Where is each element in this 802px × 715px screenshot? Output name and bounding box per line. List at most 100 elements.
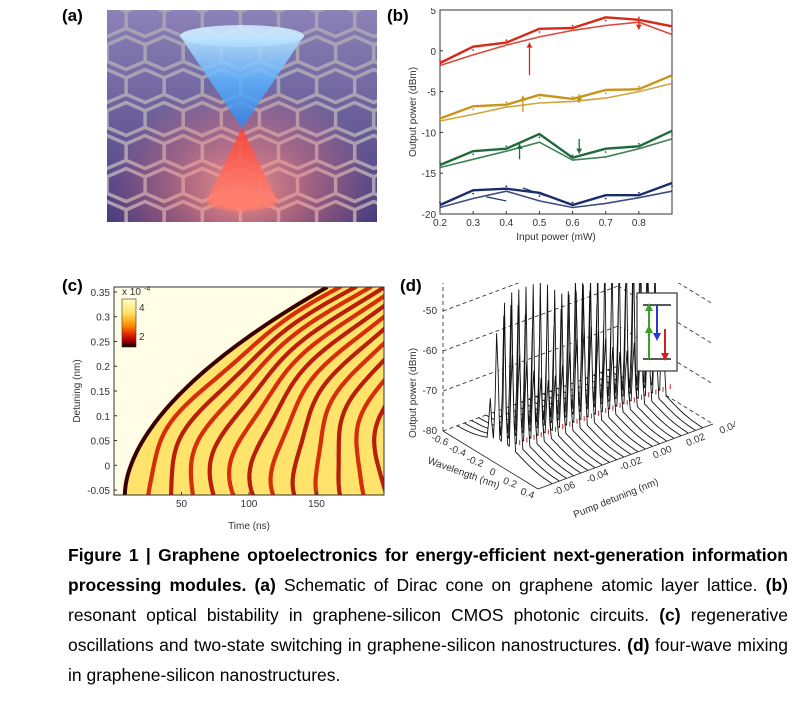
hysteresis-arrowhead-3 bbox=[519, 95, 526, 101]
heatmap-stripe-2 bbox=[169, 287, 358, 495]
heatmap-edge bbox=[122, 287, 329, 495]
bistability-chart: 0.2 0.3 0.4 0.5 0.6 0.7 0.8 5 0 -5 -10 -15 -20 Inpu… bbox=[408, 6, 673, 243]
heatmap-stripe-1 bbox=[146, 287, 343, 495]
x-tick-0.2: 0.2 bbox=[501, 476, 518, 491]
series-3-down-sweep bbox=[439, 138, 673, 169]
z-axis-label: Output power (dBm) bbox=[408, 348, 419, 438]
y-tick-0.00: 0.00 bbox=[652, 444, 675, 462]
y-tick--20: -20 bbox=[422, 210, 437, 221]
heatmap-stripes bbox=[146, 287, 384, 495]
x-tick--0.2: -0.2 bbox=[465, 454, 485, 470]
y-tick-0: 0 bbox=[104, 461, 110, 472]
series-1-down-sweep bbox=[439, 21, 673, 67]
colorbar bbox=[121, 298, 137, 348]
hysteresis-arrowhead-4 bbox=[576, 98, 583, 104]
y-tick-0.25: 0.25 bbox=[91, 337, 111, 348]
series-3-point-8 bbox=[671, 133, 673, 135]
x-tick-0.3: 0.3 bbox=[466, 218, 480, 229]
series-1-point-8 bbox=[671, 28, 673, 31]
x-tick-0.2: 0.2 bbox=[433, 218, 447, 229]
series-4-point-4 bbox=[538, 195, 541, 197]
panel-c-label: (c) bbox=[62, 276, 83, 295]
caption-d-label: (d) bbox=[627, 635, 650, 655]
series-1-point-6 bbox=[604, 19, 607, 22]
series-3-point-2 bbox=[472, 153, 475, 156]
panel-c-figure: x 10 -4 4 2 50 100 150 0.35 0.3 0.25 0.2 0.15 0… bbox=[70, 285, 390, 540]
caption-b-label: (b) bbox=[765, 575, 789, 595]
hysteresis-arrowhead-2 bbox=[635, 24, 642, 30]
z-tick--80: -80 bbox=[423, 426, 438, 437]
heatmap-stripe-8 bbox=[290, 326, 384, 495]
y-axis-label: Detuning (nm) bbox=[72, 359, 83, 422]
caption-title: Figure 1 | Graphene optoelectronics for … bbox=[68, 545, 788, 595]
heatmap-stripe-12 bbox=[372, 404, 384, 494]
grid-line-left--60 bbox=[442, 285, 619, 352]
series-2-point-3 bbox=[505, 101, 508, 104]
series-3-point-1 bbox=[439, 161, 441, 164]
panel-d-figure: -40-50-60-70-80 -0.6-0.4-0.200.20.4 0.04… bbox=[405, 205, 741, 543]
dirac-cone-illustration bbox=[48, 0, 490, 336]
lower-dirac-cone bbox=[207, 128, 277, 209]
y-axis-line bbox=[537, 423, 714, 490]
series-2-point-6 bbox=[604, 92, 607, 95]
x-tick-0.8: 0.8 bbox=[632, 218, 646, 229]
series-1-point-5 bbox=[571, 24, 574, 27]
series-4-point-7 bbox=[637, 191, 640, 194]
y-axis-label: Output power (dBm) bbox=[408, 67, 419, 157]
hysteresis-arrowhead-5 bbox=[516, 143, 523, 149]
y-tick-0.02: 0.02 bbox=[685, 431, 708, 449]
y-tick-5: 5 bbox=[430, 8, 436, 17]
x-tick-0.4: 0.4 bbox=[499, 218, 513, 229]
series-1-point-4 bbox=[538, 31, 541, 33]
x-tick--0.4: -0.4 bbox=[447, 443, 467, 459]
caption-d-text: four-wave mixing in graphene-silicon nan… bbox=[68, 635, 788, 685]
hysteresis-arrowhead-6 bbox=[576, 148, 583, 154]
y-tick-0.1: 0.1 bbox=[96, 412, 110, 423]
series-2-point-4 bbox=[538, 97, 541, 100]
series-2-point-7 bbox=[637, 85, 640, 88]
x-tick-0.7: 0.7 bbox=[599, 218, 613, 229]
plot-frame bbox=[439, 9, 673, 215]
series-1-point-2 bbox=[472, 49, 475, 51]
series-3-up-sweep bbox=[439, 129, 673, 167]
series-4-point-6 bbox=[604, 197, 607, 200]
spectrum-1 bbox=[456, 302, 553, 484]
heatmap-stripe-11 bbox=[354, 377, 384, 495]
spectrum-2 bbox=[463, 292, 560, 482]
y-tick-0.05: 0.05 bbox=[91, 437, 111, 448]
spectrum-3 bbox=[471, 289, 567, 479]
heatmap-stripe-10 bbox=[336, 357, 384, 495]
series-3-point-6 bbox=[604, 151, 607, 153]
heatmap-stripe-6 bbox=[247, 303, 384, 495]
series-4-point-8 bbox=[671, 185, 673, 188]
x-tick--0.6: -0.6 bbox=[430, 433, 450, 449]
x-tick-0.6: 0.6 bbox=[566, 218, 580, 229]
x-tick-150: 150 bbox=[308, 499, 325, 510]
grid-line-back--80 bbox=[617, 365, 714, 425]
panel-b-figure: 0.2 0.3 0.4 0.5 0.6 0.7 0.8 5 0 -5 -10 -15 -20 Inpu… bbox=[400, 6, 680, 248]
grid-line-back--60 bbox=[617, 285, 714, 345]
colorbar-scale: x 10 bbox=[122, 287, 141, 298]
series-3-point-7 bbox=[637, 142, 640, 145]
colorbar-exponent: -4 bbox=[144, 286, 150, 293]
grid-line-back--50 bbox=[617, 245, 714, 305]
cone-bottom-rim bbox=[207, 193, 277, 211]
series-4-down-sweep bbox=[439, 190, 673, 209]
series-2-point-1 bbox=[439, 115, 441, 117]
x-tick-0.4: 0.4 bbox=[519, 486, 536, 501]
series-4-point-2 bbox=[472, 192, 475, 195]
y-tick-0: 0 bbox=[430, 47, 436, 58]
y-tick-0.3: 0.3 bbox=[96, 313, 110, 324]
panel-d-label: (d) bbox=[400, 276, 422, 295]
series-1-up-sweep bbox=[439, 16, 673, 65]
y-tick-0.15: 0.15 bbox=[91, 387, 111, 398]
blue-arrow-right bbox=[522, 187, 547, 197]
caption-b-text: resonant optical bistability in graphene… bbox=[68, 605, 660, 625]
series-1-point-3 bbox=[505, 39, 508, 42]
hysteresis-arrowhead-1 bbox=[526, 42, 533, 48]
heatmap-stripe-9 bbox=[313, 340, 384, 495]
y-tick--15: -15 bbox=[422, 169, 437, 180]
y-axis-label: Pump detuning (nm) bbox=[572, 477, 660, 521]
blue-arrow-left bbox=[486, 196, 507, 202]
x-tick-50: 50 bbox=[176, 499, 188, 510]
